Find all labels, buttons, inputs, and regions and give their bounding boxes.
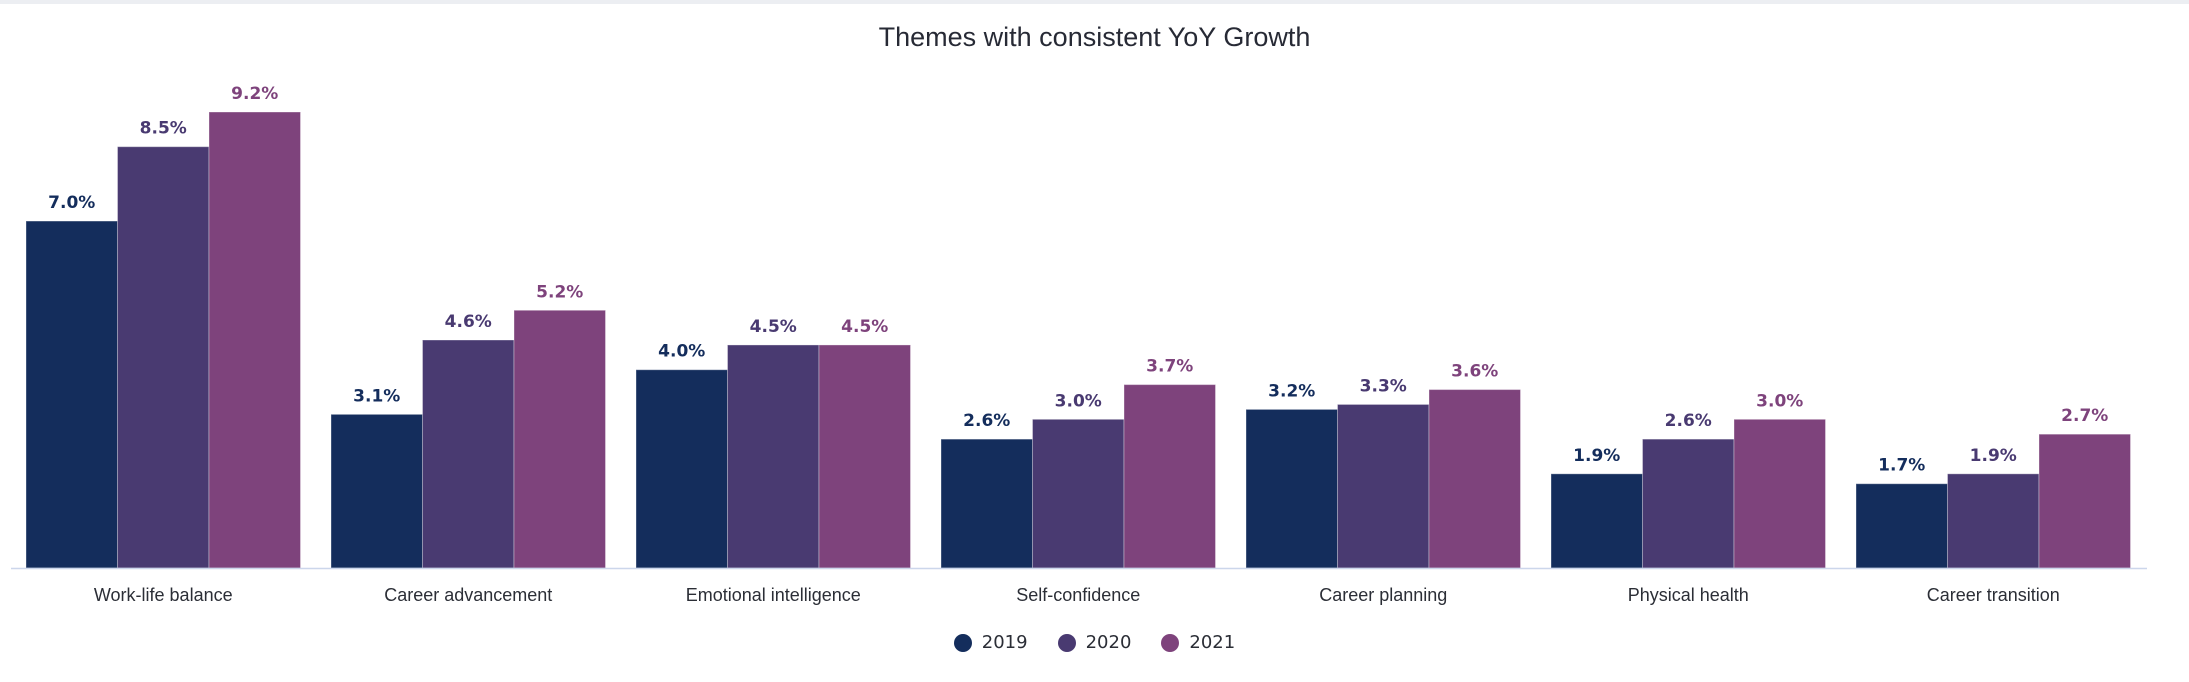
bar-2020-6[interactable] xyxy=(1947,473,2040,569)
bar-2020-2[interactable] xyxy=(727,344,820,569)
bar-2021-4[interactable] xyxy=(1428,389,1521,569)
bar-2021-1[interactable] xyxy=(513,309,606,569)
legend-item-2019[interactable]: 2019 xyxy=(953,632,1028,653)
bar-2019-2[interactable] xyxy=(635,369,728,569)
bars-layer xyxy=(25,111,2131,569)
legend-item-2021[interactable]: 2021 xyxy=(1161,632,1235,653)
data-label-2021-3: 3.7% xyxy=(1146,357,1193,377)
category-label: Self-confidence xyxy=(1016,585,1140,605)
bar-2020-1[interactable] xyxy=(422,339,515,569)
top-border xyxy=(0,0,2189,4)
data-labels-layer: 7.0% 8.5% 9.2% 3.1% 4.6% 5.2% 4.0% 4.5% 4.5% 2.6%… xyxy=(48,84,2108,476)
data-label-2020-5: 2.6% xyxy=(1665,411,1712,431)
category-label: Emotional intelligence xyxy=(686,585,861,605)
bar-2020-3[interactable] xyxy=(1032,418,1125,569)
data-label-2019-6: 1.7% xyxy=(1878,456,1925,476)
legend: 2019 2020 2021 xyxy=(0,632,2189,653)
category-label: Work-life balance xyxy=(94,585,233,605)
data-label-2021-2: 4.5% xyxy=(841,317,888,337)
data-label-2021-4: 3.6% xyxy=(1451,362,1498,382)
data-label-2021-5: 3.0% xyxy=(1756,391,1803,411)
category-label: Physical health xyxy=(1628,585,1749,605)
data-label-2021-1: 5.2% xyxy=(536,282,583,302)
chart-title: Themes with consistent YoY Growth xyxy=(878,22,1311,52)
bar-2019-6[interactable] xyxy=(1855,483,1948,569)
data-label-2019-5: 1.9% xyxy=(1573,446,1620,466)
bar-2020-4[interactable] xyxy=(1337,403,1430,569)
category-label: Career advancement xyxy=(384,585,552,605)
legend-label: 2019 xyxy=(981,632,1028,653)
data-label-2019-2: 4.0% xyxy=(658,342,705,362)
data-label-2020-0: 8.5% xyxy=(140,119,187,139)
data-label-2019-3: 2.6% xyxy=(963,411,1010,431)
data-label-2021-0: 9.2% xyxy=(231,84,278,104)
legend-dot-icon xyxy=(953,633,972,652)
bar-2021-0[interactable] xyxy=(208,111,301,569)
data-label-2020-1: 4.6% xyxy=(445,312,492,332)
bar-2021-6[interactable] xyxy=(2038,433,2131,569)
bar-2020-0[interactable] xyxy=(117,146,210,569)
data-label-2020-3: 3.0% xyxy=(1055,391,1102,411)
bar-2019-0[interactable] xyxy=(25,220,118,569)
bar-2021-3[interactable] xyxy=(1123,384,1216,569)
data-label-2021-6: 2.7% xyxy=(2061,406,2108,426)
legend-item-2020[interactable]: 2020 xyxy=(1057,632,1132,653)
data-label-2019-4: 3.2% xyxy=(1268,381,1315,401)
legend-label: 2021 xyxy=(1189,632,1236,653)
data-label-2020-6: 1.9% xyxy=(1970,446,2017,466)
category-label: Career transition xyxy=(1927,585,2060,605)
category-label: Career planning xyxy=(1319,585,1447,605)
bar-2021-2[interactable] xyxy=(818,344,911,569)
data-label-2019-0: 7.0% xyxy=(48,193,95,213)
category-labels-layer: Work-life balance Career advancement Emoti… xyxy=(94,585,2060,605)
legend-label: 2020 xyxy=(1085,632,1132,653)
legend-dot-icon xyxy=(1161,633,1180,652)
data-label-2019-1: 3.1% xyxy=(353,386,400,406)
bar-2019-5[interactable] xyxy=(1550,473,1643,569)
data-label-2020-4: 3.3% xyxy=(1360,376,1407,396)
legend-dot-icon xyxy=(1057,633,1076,652)
bar-2020-5[interactable] xyxy=(1642,438,1735,569)
data-label-2020-2: 4.5% xyxy=(750,317,797,337)
bar-2019-1[interactable] xyxy=(330,413,423,569)
bar-2021-5[interactable] xyxy=(1733,418,1826,569)
bar-2019-4[interactable] xyxy=(1245,408,1338,569)
bar-2019-3[interactable] xyxy=(940,438,1033,569)
